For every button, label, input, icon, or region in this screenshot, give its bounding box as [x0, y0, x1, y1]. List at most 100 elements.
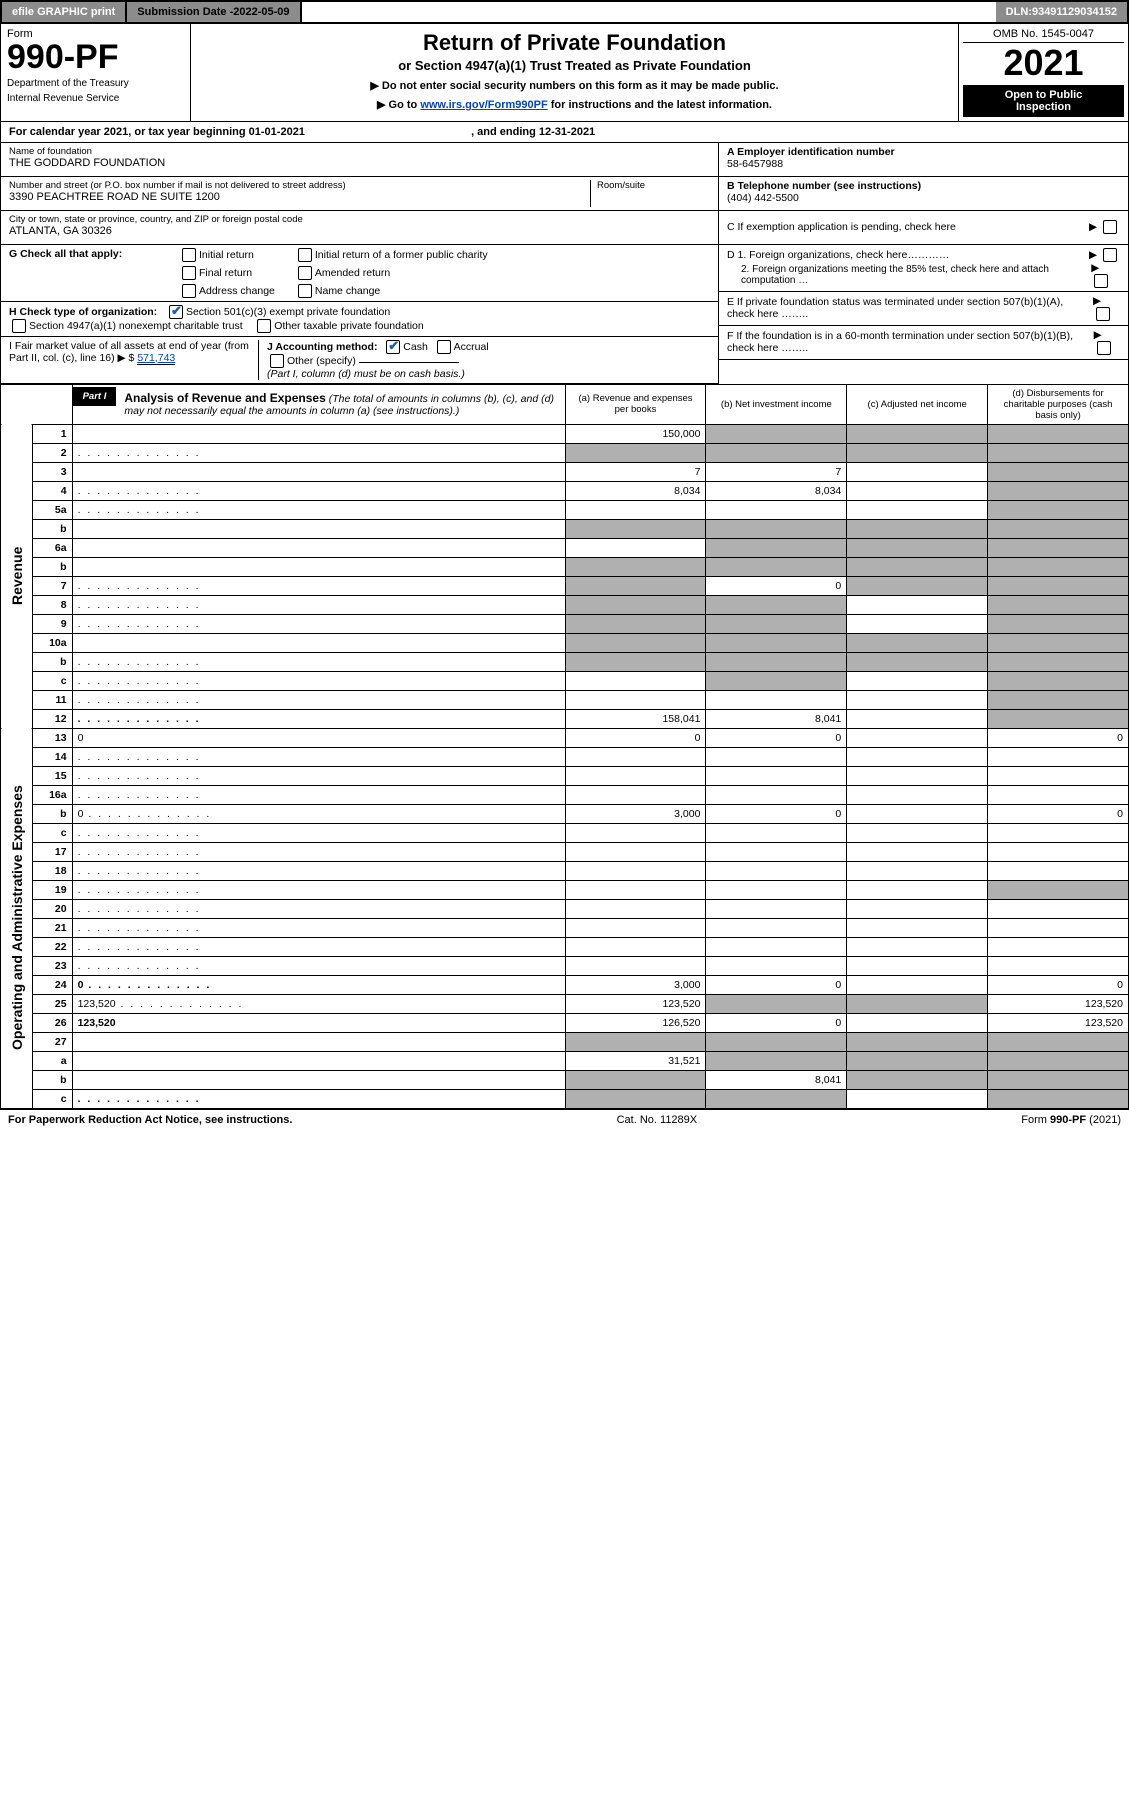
- line-18-col-a: [565, 861, 706, 880]
- line-1-col-d: [988, 424, 1129, 443]
- d1-checkbox[interactable]: [1103, 248, 1117, 262]
- line-7-col-c: [847, 576, 988, 595]
- h-label: H Check type of organization:: [9, 305, 157, 317]
- instructions-link[interactable]: www.irs.gov/Form990PF: [420, 99, 547, 111]
- ij-row: I Fair market value of all assets at end…: [1, 337, 718, 384]
- line-15-col-d: [988, 766, 1129, 785]
- line-10a-desc: [72, 633, 565, 652]
- header-right: OMB No. 1545-0047 2021 Open to Public In…: [958, 24, 1128, 121]
- final-return-checkbox[interactable]: [182, 266, 196, 280]
- line-2-desc: [72, 443, 565, 462]
- g-opt-3: Initial return of a former public charit…: [315, 248, 488, 260]
- line-9-col-a: [565, 614, 706, 633]
- dln: DLN: 93491129034152: [996, 2, 1127, 22]
- line-b-col-a: [565, 557, 706, 576]
- line-a-col-a: 31,521: [565, 1051, 706, 1070]
- name-change-checkbox[interactable]: [298, 284, 312, 298]
- line-5a-desc: [72, 500, 565, 519]
- cal-text-b: , and ending: [471, 126, 539, 138]
- line-19-col-c: [847, 880, 988, 899]
- line-26-num: 26: [32, 1013, 72, 1032]
- line-26-col-d: 123,520: [988, 1013, 1129, 1032]
- line-c-col-d: [988, 823, 1129, 842]
- line-15-desc: [72, 766, 565, 785]
- accrual-checkbox[interactable]: [437, 340, 451, 354]
- line-27-col-d: [988, 1032, 1129, 1051]
- line-7-desc: [72, 576, 565, 595]
- topbar: efile GRAPHIC print Submission Date - 20…: [0, 0, 1129, 24]
- e-checkbox[interactable]: [1096, 307, 1110, 321]
- line-7-col-d: [988, 576, 1129, 595]
- line-23-desc: [72, 956, 565, 975]
- f-checkbox[interactable]: [1097, 341, 1111, 355]
- city: ATLANTA, GA 30326: [9, 225, 710, 237]
- efile-print-button[interactable]: efile GRAPHIC print: [2, 2, 127, 22]
- line-16a-col-b: [706, 785, 847, 804]
- open-public-badge: Open to Public Inspection: [963, 85, 1124, 117]
- d-cell: D 1. Foreign organizations, check here………: [719, 245, 1128, 292]
- line-27-col-b: [706, 1032, 847, 1051]
- line-16a-col-a: [565, 785, 706, 804]
- i-arrow: ▶ $: [118, 352, 135, 364]
- line-27-col-a: [565, 1032, 706, 1051]
- line-8-desc: [72, 595, 565, 614]
- revenue-sidelabel: Revenue: [1, 424, 33, 728]
- 501c3-checkbox[interactable]: [169, 305, 183, 319]
- line-26-col-c: [847, 1013, 988, 1032]
- footer-right: Form 990-PF (2021): [1021, 1114, 1121, 1126]
- line-c-num: c: [32, 823, 72, 842]
- initial-former-checkbox[interactable]: [298, 248, 312, 262]
- line-24-col-d: 0: [988, 975, 1129, 994]
- part1-table: Part I Analysis of Revenue and Expenses …: [0, 384, 1129, 1109]
- line-19-col-b: [706, 880, 847, 899]
- line-13-col-d: 0: [988, 728, 1129, 747]
- line-1-desc: [72, 424, 565, 443]
- line-14-col-a: [565, 747, 706, 766]
- line-5a-col-c: [847, 500, 988, 519]
- tax-year: 2021: [963, 43, 1124, 83]
- line-16a-desc: [72, 785, 565, 804]
- line-c-desc: [72, 823, 565, 842]
- line-3-col-d: [988, 462, 1129, 481]
- i-value[interactable]: 571,743: [137, 352, 175, 365]
- other-method-checkbox[interactable]: [270, 354, 284, 368]
- line-b-num: b: [32, 652, 72, 671]
- d2-checkbox[interactable]: [1094, 274, 1108, 288]
- line-2-col-d: [988, 443, 1129, 462]
- amended-return-checkbox[interactable]: [298, 266, 312, 280]
- part1-title: Analysis of Revenue and Expenses: [124, 391, 325, 405]
- line-1-col-c: [847, 424, 988, 443]
- line-9-col-c: [847, 614, 988, 633]
- cash-checkbox[interactable]: [386, 340, 400, 354]
- header-left: Form 990-PF Department of the Treasury I…: [1, 24, 191, 121]
- 4947-checkbox[interactable]: [12, 319, 26, 333]
- c-label: C If exemption application is pending, c…: [727, 221, 956, 233]
- line-27-col-c: [847, 1032, 988, 1051]
- line-11-col-d: [988, 690, 1129, 709]
- line-20-col-a: [565, 899, 706, 918]
- line-15-col-a: [565, 766, 706, 785]
- line-3-col-c: [847, 462, 988, 481]
- line-17-desc: [72, 842, 565, 861]
- line-22-col-b: [706, 937, 847, 956]
- h-check-row: H Check type of organization: Section 50…: [1, 302, 718, 337]
- line-16a-num: 16a: [32, 785, 72, 804]
- line-15-col-c: [847, 766, 988, 785]
- g-opt-1: Final return: [199, 266, 252, 278]
- submission-date-label: Submission Date -: [137, 6, 233, 18]
- line-21-col-b: [706, 918, 847, 937]
- line-b-col-a: 3,000: [565, 804, 706, 823]
- c-checkbox[interactable]: [1103, 220, 1117, 234]
- e-label: E If private foundation status was termi…: [727, 296, 1093, 320]
- line-b-col-b: [706, 519, 847, 538]
- col-b-header: (b) Net investment income: [706, 384, 847, 424]
- initial-return-checkbox[interactable]: [182, 248, 196, 262]
- ein-label: A Employer identification number: [727, 146, 895, 158]
- other-taxable-checkbox[interactable]: [257, 319, 271, 333]
- address-change-checkbox[interactable]: [182, 284, 196, 298]
- line-21-col-c: [847, 918, 988, 937]
- form-header: Form 990-PF Department of the Treasury I…: [0, 24, 1129, 122]
- line-c-col-b: [706, 823, 847, 842]
- line-c-num: c: [32, 671, 72, 690]
- line-c-col-b: [706, 671, 847, 690]
